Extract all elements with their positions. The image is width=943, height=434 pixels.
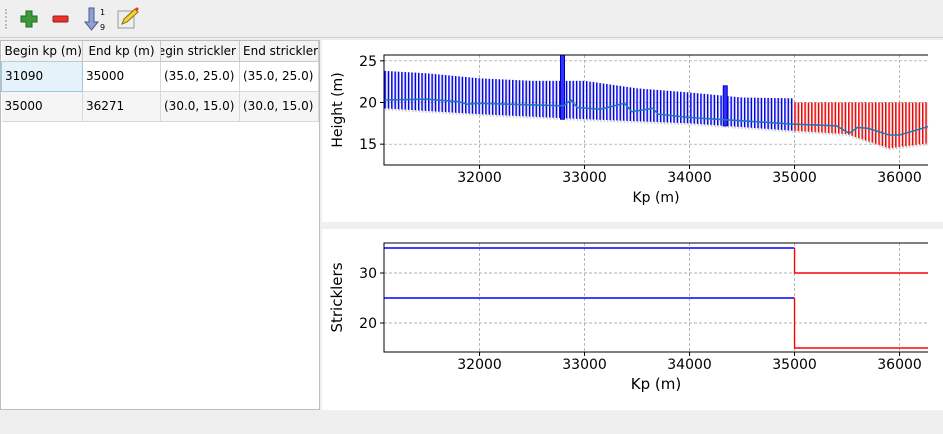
svg-text:9: 9 [100,23,105,32]
sort-icon: 19 [83,7,105,32]
x-tick-label: 35000 [772,357,817,373]
header-end-strickler[interactable]: End strickler [239,41,319,62]
x-axis-label: Kp (m) [632,190,679,206]
cell-end-kp[interactable]: 35000 [82,61,161,92]
x-tick-label: 33000 [562,357,607,373]
strickler-chart: 32000 33000 34000 35000 36000 20 30 Kp (m) Stric… [328,242,928,393]
x-tick-label: 36000 [877,357,922,373]
cell-begin-strickler[interactable]: (35.0, 25.0) [160,61,240,92]
x-tick-label: 32000 [457,357,502,373]
y-axis-label: Stricklers [328,262,346,332]
section-spike [722,85,728,127]
x-tick-label: 34000 [667,357,712,373]
table-row[interactable]: 35000 36271 (30.0, 15.0) (30.0, 15.0) [1,91,319,122]
status-bar [0,411,943,434]
x-axis-label: Kp (m) [631,375,681,393]
y-tick-label: 25 [359,54,377,70]
x-tick-label: 32000 [457,170,502,186]
centerline [383,98,929,136]
remove-row-button[interactable] [48,6,74,32]
cell-end-strickler[interactable]: (35.0, 25.0) [239,61,319,92]
y-tick-label: 30 [359,266,377,282]
x-tick-label: 34000 [667,170,712,186]
toolbar-grip[interactable] [5,9,8,29]
header-begin-kp[interactable]: Begin kp (m) [1,41,83,62]
edit-button[interactable] [115,6,141,32]
plot-splitter[interactable] [322,222,943,229]
edit-icon [117,7,139,29]
y-tick-label: 20 [359,316,377,332]
x-tick-label: 35000 [772,170,817,186]
axes-frame [383,242,928,353]
svg-text:1: 1 [100,8,105,17]
add-row-button[interactable] [16,6,42,32]
height-profile-chart: 32000 33000 34000 35000 36000 15 20 25 Kp (m) Hei… [330,54,929,206]
y-tick-label: 20 [359,96,377,112]
x-tick-label: 36000 [877,170,922,186]
cell-begin-kp[interactable]: 31090 [1,60,83,92]
cell-end-strickler[interactable]: (30.0, 15.0) [239,91,319,122]
axes-frame [383,54,928,166]
y-axis-label: Height (m) [330,72,346,147]
x-tick-label: 33000 [562,170,607,186]
cell-begin-kp[interactable]: 35000 [1,91,83,122]
cell-end-kp[interactable]: 36271 [82,91,161,122]
section-spike [559,54,565,120]
cell-begin-strickler[interactable]: (30.0, 15.0) [160,91,240,122]
header-end-kp[interactable]: End kp (m) [82,41,161,62]
strickler-table: Begin kp (m) End kp (m) Begin strickler … [0,40,320,410]
header-begin-strickler[interactable]: Begin strickler [160,41,240,62]
add-icon [20,10,38,28]
remove-icon [52,15,69,23]
y-tick-label: 15 [359,137,377,153]
table-row[interactable]: 31090 35000 (35.0, 25.0) (35.0, 25.0) [1,60,319,92]
strickler-line [793,298,928,349]
strickler-line [793,248,928,274]
